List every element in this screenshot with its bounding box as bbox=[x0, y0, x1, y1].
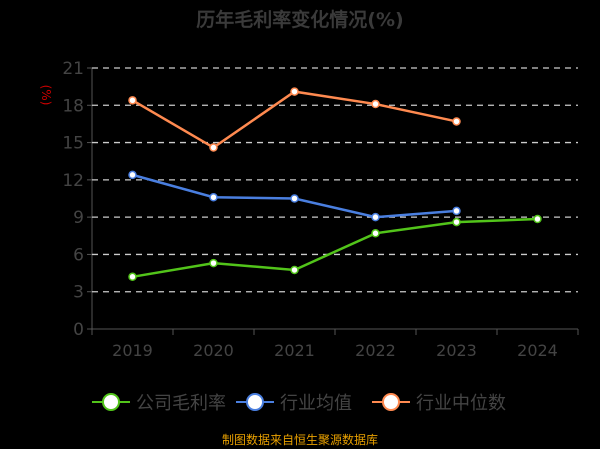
source-note: 制图数据来自恒生聚源数据库 bbox=[222, 432, 378, 447]
x-tick-label: 2023 bbox=[436, 341, 477, 360]
data-point bbox=[290, 265, 299, 275]
y-tick-label: 12 bbox=[62, 171, 84, 191]
data-point bbox=[452, 206, 461, 216]
data-point bbox=[452, 217, 461, 227]
data-point bbox=[371, 99, 380, 109]
x-tick-label: 2019 bbox=[112, 341, 153, 360]
y-tick-label: 6 bbox=[73, 245, 84, 265]
x-tick-label: 2020 bbox=[193, 341, 234, 360]
legend-marker bbox=[102, 393, 120, 411]
x-tick-label: 2024 bbox=[517, 341, 558, 360]
legend-label: 公司毛利率 bbox=[136, 393, 226, 414]
x-tick-label: 2022 bbox=[355, 341, 396, 360]
data-point bbox=[209, 143, 218, 152]
series-line-0 bbox=[132, 217, 538, 279]
data-point bbox=[533, 214, 542, 224]
x-tick-label: 2021 bbox=[274, 341, 315, 360]
y-tick-label: 9 bbox=[73, 208, 84, 228]
legend-marker bbox=[246, 393, 264, 411]
y-tick-label: 0 bbox=[73, 320, 84, 340]
data-point bbox=[290, 87, 299, 96]
data-point bbox=[128, 96, 137, 105]
legend-label: 行业中位数 bbox=[416, 393, 506, 414]
chart-title: 历年毛利率变化情况(%) bbox=[196, 8, 403, 31]
data-point bbox=[209, 193, 218, 202]
data-point bbox=[209, 258, 218, 268]
data-point bbox=[452, 117, 461, 126]
data-point bbox=[128, 272, 137, 282]
series-line-2 bbox=[131, 90, 457, 150]
legend-label: 行业均值 bbox=[280, 393, 352, 414]
data-point bbox=[290, 194, 299, 203]
y-axis-label: (%) bbox=[39, 85, 53, 106]
y-tick-label: 21 bbox=[62, 59, 84, 79]
y-tick-label: 15 bbox=[62, 134, 84, 154]
data-point bbox=[371, 212, 380, 222]
y-tick-label: 3 bbox=[73, 283, 84, 303]
legend-marker bbox=[382, 393, 400, 411]
data-point bbox=[371, 229, 380, 238]
data-point bbox=[128, 170, 137, 180]
y-tick-label: 18 bbox=[62, 96, 84, 116]
